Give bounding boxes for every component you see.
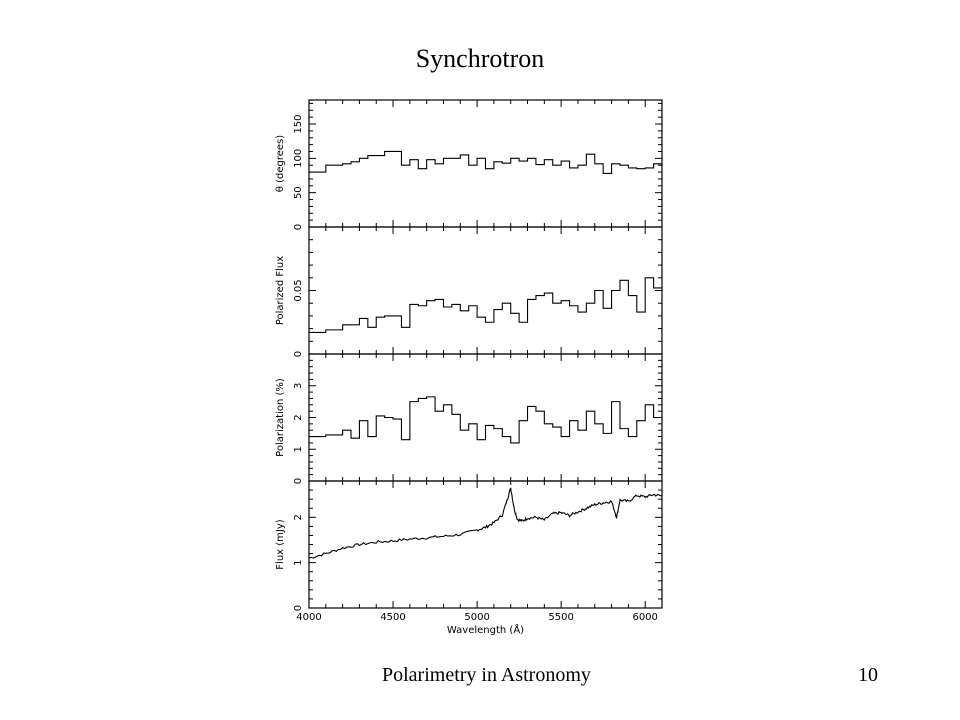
y-tick-label: 0 bbox=[293, 351, 304, 357]
y-tick-label: 100 bbox=[293, 149, 304, 168]
y-tick-label: 1 bbox=[293, 446, 304, 452]
y-tick-label: 0 bbox=[293, 478, 304, 484]
x-tick-label: 6000 bbox=[632, 612, 657, 623]
y-axis-label-theta: θ (degrees) bbox=[275, 135, 286, 192]
series-line-polarization bbox=[309, 396, 662, 444]
series-line-flux bbox=[308, 487, 663, 559]
y-tick-label: 50 bbox=[293, 186, 304, 199]
y-axis-label-polarized_flux: Polarized Flux bbox=[275, 256, 286, 325]
y-tick-label: 0.05 bbox=[293, 279, 304, 301]
y-axis-label-polarization: Polarization (%) bbox=[275, 378, 286, 457]
x-tick-label: 4000 bbox=[296, 612, 321, 623]
page-number: 10 bbox=[858, 664, 878, 686]
series-line-polarized_flux bbox=[309, 277, 662, 333]
slide-title: Synchrotron bbox=[415, 44, 545, 73]
x-axis-label: Wavelength (Å) bbox=[447, 623, 524, 636]
y-axis-label-flux: Flux (mJy) bbox=[275, 519, 286, 569]
y-tick-label: 0 bbox=[293, 224, 304, 230]
panel-frame-polarized_flux bbox=[308, 226, 663, 355]
y-tick-label: 0 bbox=[293, 605, 304, 611]
panel-frame-polarization bbox=[308, 353, 663, 482]
y-tick-label: 2 bbox=[293, 414, 304, 420]
x-tick-label: 5000 bbox=[464, 612, 489, 623]
spectropolarimetry-figure: 0 50 100 150 θ (degrees) 0 0.05 Polarized Flux 0… bbox=[275, 99, 663, 636]
x-tick-label: 5500 bbox=[548, 612, 573, 623]
y-tick-label: 3 bbox=[293, 383, 304, 389]
footer-title: Polarimetry in Astronomy bbox=[382, 664, 591, 686]
y-tick-label: 150 bbox=[293, 114, 304, 133]
y-tick-label: 2 bbox=[293, 514, 304, 520]
series-line-theta bbox=[309, 150, 662, 175]
y-tick-label: 1 bbox=[293, 559, 304, 565]
x-tick-label: 4500 bbox=[380, 612, 405, 623]
